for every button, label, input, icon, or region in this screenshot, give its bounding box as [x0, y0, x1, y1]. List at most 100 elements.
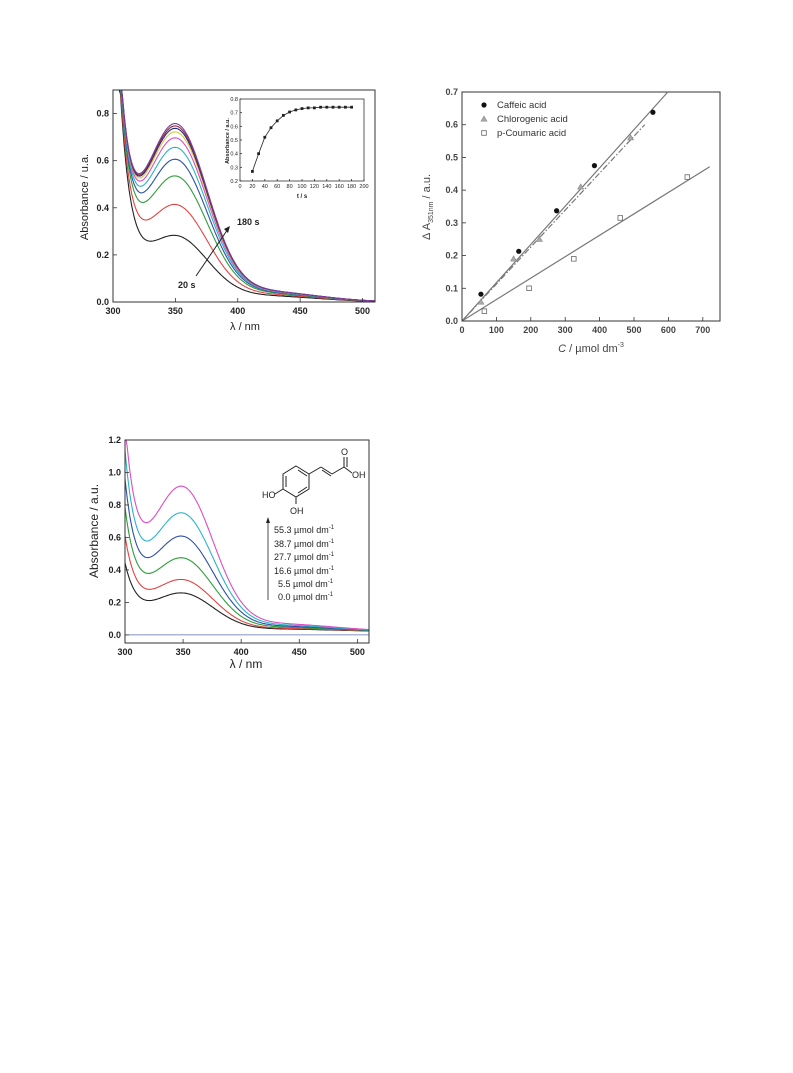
y-tick-label: 0.6 — [108, 532, 121, 542]
point-chlorogenic — [535, 235, 543, 242]
spectra-curves — [124, 439, 370, 636]
y-tick-label: 0.0 — [108, 630, 121, 640]
inset-point — [269, 126, 273, 130]
x-tick-label: 400 — [234, 647, 249, 657]
legend-label: Chlorogenic acid — [497, 114, 568, 125]
inset-point — [325, 105, 329, 109]
inset-y-tick-label: 0.4 — [230, 152, 238, 158]
structure-carbonyl: O — [341, 447, 348, 457]
inset-point — [257, 152, 260, 156]
y-tick-label: 0.7 — [445, 87, 458, 97]
inset-y-tick-label: 0.7 — [230, 111, 238, 117]
inset-x-tick-label: 180 — [347, 184, 356, 190]
y-tick-label: 0.1 — [445, 283, 458, 293]
y-tick-label: 0.0 — [96, 297, 109, 307]
inset-x-tick-label: 0 — [238, 184, 241, 190]
legend-38-7: 38.7 µmol dm-1 — [274, 539, 335, 549]
concentration-arrow-head — [266, 517, 270, 523]
point-coumaric — [481, 308, 488, 314]
spectra-curves — [113, 89, 376, 302]
point-coumaric — [617, 215, 623, 221]
y-tick-label: 0.4 — [96, 203, 109, 213]
inset-point — [337, 105, 341, 109]
y-tick-label: 0.8 — [96, 109, 109, 119]
spectrum-curve — [124, 507, 369, 632]
legend-27-7: 27.7 µmol dm-1 — [274, 552, 335, 562]
x-tick-label: 350 — [168, 306, 183, 316]
annotation-end: 180 s — [237, 217, 260, 227]
y-tick-label: 0.2 — [445, 251, 458, 261]
y-tick-label: 0.2 — [96, 250, 109, 260]
point-caffeic — [554, 208, 560, 214]
y-tick-label: 0.4 — [108, 565, 121, 575]
y-tick-label: 0.3 — [445, 218, 458, 228]
time-arrow — [195, 228, 229, 277]
legend: Caffeic acid Chlorogenic acid p-Coumaric a… — [480, 100, 568, 139]
x-tick-label: 300 — [105, 306, 120, 316]
legend-marker — [481, 130, 487, 136]
structure-ho: HO — [262, 490, 276, 500]
x-tick-label: 350 — [176, 647, 191, 657]
inset-y-label: Absorbance / a.u. — [225, 118, 231, 164]
point-coumaric — [571, 256, 577, 262]
inset-point — [331, 105, 335, 109]
fit-line — [461, 124, 646, 322]
inset-x-tick-label: 140 — [322, 184, 331, 190]
point-caffeic — [650, 109, 656, 115]
legend-55-3: 55.3 µmol dm-1 — [274, 525, 335, 535]
x-tick-label: 450 — [293, 306, 308, 316]
x-tick-label: 300 — [558, 325, 573, 335]
time-arrow-head — [224, 226, 230, 233]
point-chlorogenic — [627, 134, 635, 141]
x-tick-label: 700 — [695, 325, 710, 335]
plot-frame — [461, 91, 721, 322]
y-tick-label: 0.4 — [445, 185, 458, 195]
data-points — [477, 109, 691, 314]
spectrum-curve — [124, 535, 370, 632]
x-tick-label: 450 — [292, 647, 307, 657]
point-coumaric — [526, 285, 532, 291]
y-axis-label: Δ A351nm / a.u. — [421, 174, 435, 240]
x-tick-label: 400 — [230, 306, 245, 316]
point-caffeic — [591, 163, 598, 169]
structure-acid-oh: OH — [352, 470, 366, 480]
point-caffeic — [516, 248, 522, 254]
plot-frame — [124, 439, 370, 644]
fit-line — [461, 91, 669, 322]
inset-point — [263, 135, 267, 139]
spectrum-curve — [124, 479, 369, 631]
x-tick-label: 500 — [350, 647, 365, 657]
plot-frame — [112, 89, 376, 303]
legend-marker — [481, 102, 487, 108]
legend-marker — [480, 115, 488, 122]
inset-x-tick-label: 40 — [262, 184, 268, 190]
x-tick-label: 500 — [626, 325, 641, 335]
inset-y-tick-label: 0.5 — [230, 138, 238, 144]
inset-point — [251, 170, 254, 173]
point-caffeic — [478, 291, 484, 297]
x-tick-label: 400 — [592, 325, 607, 335]
inset-x-tick-label: 160 — [335, 184, 344, 190]
inset-point — [288, 110, 291, 114]
inset-point — [319, 105, 322, 109]
inset-point — [350, 105, 353, 109]
y-tick-label: 1.0 — [108, 467, 121, 477]
y-axis-label: Absorbance / a.u. — [87, 484, 101, 578]
y-tick-label: 0.6 — [445, 120, 458, 130]
legend-5-5: 5.5 µmol dm-1 — [278, 579, 334, 589]
caffeic-acid-structure — [274, 457, 353, 504]
spectrum-curve — [125, 439, 369, 631]
fit-lines — [461, 91, 710, 322]
inset-x-label: t / s — [297, 194, 308, 200]
x-tick-label: 300 — [117, 647, 132, 657]
inset-y-tick-label: 0.2 — [230, 179, 238, 185]
x-tick-label: 100 — [489, 325, 504, 335]
inset-x-tick-label: 60 — [274, 184, 280, 190]
point-chlorogenic — [577, 183, 585, 190]
structure-oh: OH — [290, 506, 304, 516]
axes: 0 100 200 300 400 500 600 700 0.0 0.1 0.2 0.3 0.4 0.5… — [445, 87, 710, 335]
